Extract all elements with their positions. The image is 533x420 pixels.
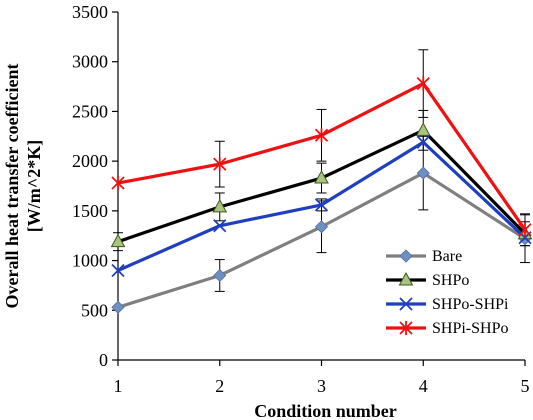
y-tick-label: 500	[81, 300, 108, 320]
legend-label: Bare	[432, 248, 462, 265]
y-tick-label: 1500	[72, 201, 108, 221]
data-point	[111, 176, 125, 191]
legend-marker	[399, 297, 413, 311]
y-tick-label: 3000	[72, 52, 108, 72]
legend-marker	[399, 321, 413, 335]
y-axis-title-line: Overall heat transfer coefficient	[2, 63, 22, 308]
y-tick-label: 1000	[72, 251, 108, 271]
y-axis-title-line: [W/m^2*K]	[24, 140, 44, 232]
data-point	[416, 135, 430, 149]
y-tick-label: 0	[99, 350, 108, 370]
legend-marker	[399, 249, 413, 263]
legend-entry: SHPo	[386, 271, 469, 289]
x-tick-label: 1	[114, 376, 123, 396]
data-point	[416, 76, 430, 91]
data-point	[213, 157, 227, 172]
x-tick-label: 5	[521, 376, 530, 396]
data-point	[213, 219, 227, 233]
legend-label: SHPo	[432, 272, 469, 289]
y-tick-label: 2000	[72, 151, 108, 171]
data-point	[314, 220, 329, 234]
data-point	[111, 300, 125, 314]
legend-label: SHPi-SHPo	[432, 320, 508, 337]
data-point	[314, 198, 329, 212]
y-tick-label: 2500	[72, 101, 108, 121]
x-tick-label: 2	[215, 376, 224, 396]
legend: Bare SHPo SHPo-SHPi SHPi-SHPo	[386, 248, 509, 337]
data-point	[110, 233, 126, 248]
legend-entry: SHPi-SHPo	[386, 320, 508, 337]
data-point	[213, 268, 227, 283]
x-tick-label: 3	[317, 376, 326, 396]
axes: 0 500 1000 1500 2000 2500 3000 3500 1 2 3 4 5	[72, 2, 530, 396]
x-axis-title: Condition number	[254, 401, 397, 420]
x-tick-label: 4	[419, 376, 428, 396]
series-markers	[110, 76, 533, 314]
y-tick-label: 3500	[72, 2, 108, 22]
data-point	[111, 263, 125, 278]
data-point	[314, 128, 329, 143]
legend-marker	[398, 271, 414, 286]
legend-label: SHPo-SHPi	[432, 296, 509, 313]
data-point	[415, 122, 431, 136]
data-point	[212, 198, 228, 213]
legend-entry: SHPo-SHPi	[386, 296, 509, 313]
data-point	[416, 166, 430, 180]
axis-titles: Condition number Overall heat transfer co…	[2, 63, 397, 420]
data-point	[518, 222, 532, 237]
data-point	[314, 169, 329, 184]
legend-entry: Bare	[386, 248, 462, 265]
